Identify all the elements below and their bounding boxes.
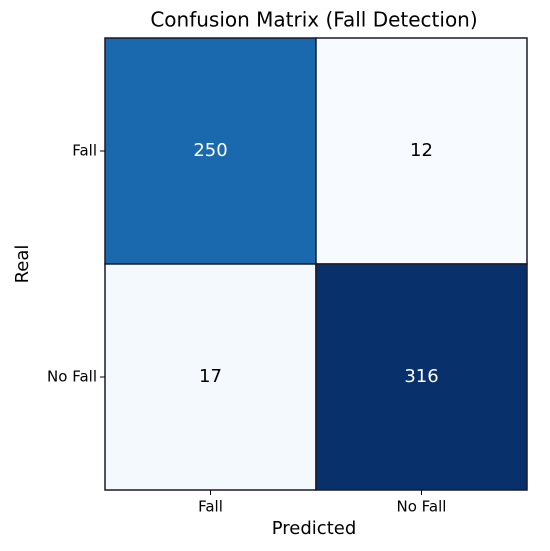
heatmap-cell — [315, 37, 528, 265]
heatmap-cell — [104, 37, 317, 265]
heatmap-cell — [104, 263, 317, 491]
x-axis-label: Predicted — [272, 518, 357, 539]
cell-value-label: 316 — [404, 366, 438, 387]
x-tick-label: Fall — [198, 498, 223, 516]
cell-value-label: 12 — [410, 140, 433, 161]
y-tick-label: No Fall — [47, 368, 97, 386]
cell-value-label: 17 — [199, 366, 222, 387]
y-axis-label: Real — [12, 245, 33, 284]
heatmap-cell — [315, 263, 528, 491]
y-tick-label: Fall — [72, 142, 97, 160]
cell-value-label: 250 — [193, 140, 227, 161]
chart-title: Confusion Matrix (Fall Detection) — [150, 8, 477, 32]
x-tick-label: No Fall — [397, 498, 447, 516]
